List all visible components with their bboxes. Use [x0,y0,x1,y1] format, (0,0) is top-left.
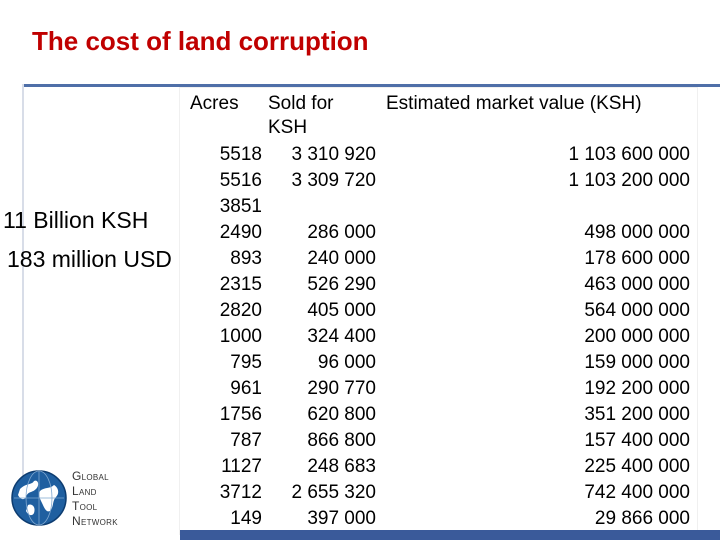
cell-acres: 2820 [219,300,262,321]
page-title: The cost of land corruption [32,26,369,56]
cell-market: 157 400 000 [584,430,690,451]
cell-sold: 3 310 920 [291,144,376,165]
cell-market: 192 200 000 [584,378,690,399]
cell-market: 159 000 000 [584,352,690,373]
data-table [180,88,697,534]
cell-sold: 866 800 [307,430,376,451]
cell-sold: 248 683 [307,456,376,477]
logo-line: Global [72,469,109,483]
cell-market: 564 000 000 [584,300,690,321]
logo-line: Tool [72,499,98,513]
globe-icon [11,470,67,526]
cell-sold: 397 000 [307,508,376,529]
cell-acres: 2490 [219,222,262,243]
footer-bar [180,530,720,540]
cell-market: 1 103 200 000 [568,170,690,191]
cell-sold: 620 800 [307,404,376,425]
cell-sold: 290 770 [307,378,376,399]
cell-sold: 240 000 [307,248,376,269]
cell-market: 351 200 000 [584,404,690,425]
cell-sold: 3 309 720 [291,170,376,191]
cell-market: 463 000 000 [584,274,690,295]
cell-market: 498 000 000 [584,222,690,243]
cell-market: 200 000 000 [584,326,690,347]
cell-acres: 787 [230,430,262,451]
cell-sold: 324 400 [307,326,376,347]
logo-text: Global Land Tool Network [72,469,118,529]
cell-acres: 893 [230,248,262,269]
cell-acres: 149 [230,508,262,529]
cell-acres: 1000 [219,326,262,347]
cell-acres: 5516 [219,170,262,191]
title-divider [24,84,720,87]
cell-market: 742 400 000 [584,482,690,503]
logo-line: Network [72,514,118,528]
cell-acres: 961 [230,378,262,399]
left-divider [22,84,24,484]
logo-line: Land [72,484,97,498]
cell-market: 225 400 000 [584,456,690,477]
cell-acres: 3712 [219,482,262,503]
cell-acres: 795 [230,352,262,373]
cell-acres: 1127 [221,456,262,477]
cell-sold: 526 290 [307,274,376,295]
cell-market: 178 600 000 [584,248,690,269]
cell-acres: 3851 [219,196,262,217]
cell-sold: 2 655 320 [291,482,376,503]
cell-sold: 405 000 [307,300,376,321]
total-ksh: 11 Billion KSH [3,207,149,233]
gltn-logo: Global Land Tool Network [10,465,180,535]
cell-acres: 5518 [219,144,262,165]
cell-market: 1 103 600 000 [568,144,690,165]
cell-sold: 96 000 [317,352,376,373]
cell-acres: 1756 [219,404,262,425]
total-usd: 183 million USD [7,246,172,272]
header-acres: Acres [190,93,239,114]
cell-market: 29 866 000 [594,508,690,529]
header-market-value: Estimated market value (KSH) [386,93,642,114]
cell-acres: 2315 [219,274,262,295]
cell-sold: 286 000 [307,222,376,243]
header-sold-for: Sold for KSH [268,93,334,138]
